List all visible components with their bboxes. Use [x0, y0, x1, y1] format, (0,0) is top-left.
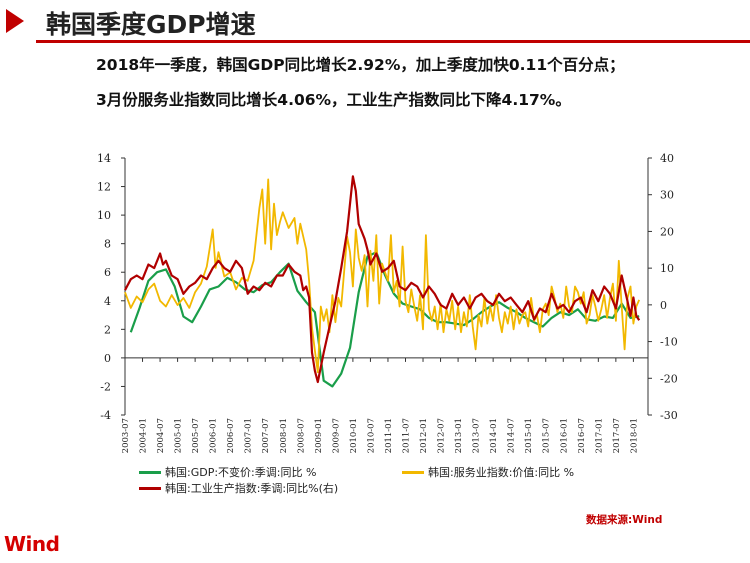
x-tick-label: 2016-01 [559, 418, 569, 453]
left-tick-label: -4 [100, 409, 111, 422]
x-tick-label: 2014-01 [489, 418, 499, 453]
title-bar: 韩国季度GDP增速 [0, 0, 750, 46]
left-tick-label: 14 [97, 152, 111, 165]
legend-swatch-services [402, 471, 424, 474]
left-tick-label: 4 [104, 295, 111, 308]
x-tick-label: 2004-07 [156, 418, 166, 453]
x-tick-label: 2005-01 [174, 418, 184, 453]
series-line-2 [124, 178, 641, 374]
x-tick-label: 2010-07 [366, 418, 376, 453]
series-line-1 [129, 251, 640, 388]
title-arrow-icon [6, 9, 24, 33]
x-tick-label: 2011-01 [384, 418, 394, 453]
summary-line-1: 2018年一季度，韩国GDP同比增长2.92%，加上季度加快0.11个百分点； [96, 56, 625, 74]
x-tick-label: 2006-01 [209, 418, 219, 453]
left-tick-label: 0 [104, 352, 111, 365]
x-tick-label: 2006-07 [226, 418, 236, 453]
legend-label-industry: 韩国:工业生产指数:季调:同比%(右) [165, 482, 339, 495]
series-line-3 [124, 175, 641, 384]
x-tick-label: 2010-01 [349, 418, 359, 453]
x-tick-label: 2007-01 [244, 418, 254, 453]
x-tick-label: 2008-01 [279, 418, 289, 453]
left-tick-label: -2 [100, 380, 111, 393]
x-tick-label: 2015-01 [524, 418, 534, 453]
right-tick-label: 30 [660, 189, 674, 202]
x-tick-label: 2014-07 [507, 418, 517, 453]
x-tick-label: 2005-07 [191, 418, 201, 453]
x-tick-label: 2013-01 [454, 418, 464, 453]
legend-swatch-industry [139, 487, 161, 490]
summary-line-2: 3月份服务业指数同比增长4.06%，工业生产指数同比下降4.17%。 [96, 91, 571, 109]
x-tick-label: 2017-07 [612, 418, 622, 453]
x-tick-label: 2003-07 [121, 418, 131, 453]
x-tick-label: 2018-01 [629, 418, 639, 453]
legend-label-services: 韩国:服务业指数:价值:同比 % [428, 466, 575, 479]
left-tick-label: 6 [104, 266, 111, 279]
left-tick-label: 8 [104, 238, 111, 251]
right-tick-label: 20 [660, 225, 674, 238]
x-tick-label: 2015-07 [542, 418, 552, 453]
source-note: 数据来源:Wind [586, 514, 663, 526]
x-tick-label: 2009-07 [331, 418, 341, 453]
x-tick-label: 2011-07 [401, 418, 411, 453]
legend-swatch-gdp [139, 471, 161, 474]
x-tick-label: 2016-07 [577, 418, 587, 453]
x-tick-label: 2007-07 [261, 418, 271, 453]
right-tick-label: -20 [660, 372, 678, 385]
right-tick-label: -10 [660, 336, 678, 349]
left-tick-label: 10 [97, 209, 111, 222]
x-tick-label: 2013-07 [472, 418, 482, 453]
x-tick-label: 2008-07 [296, 418, 306, 453]
left-tick-label: 2 [104, 323, 111, 336]
left-tick-label: 12 [97, 181, 111, 194]
right-tick-label: 40 [660, 152, 674, 165]
right-tick-label: 0 [660, 299, 667, 312]
right-tick-label: 10 [660, 262, 674, 275]
right-tick-label: -30 [660, 409, 678, 422]
x-tick-label: 2017-01 [594, 418, 604, 453]
legend-label-gdp: 韩国:GDP:不变价:季调:同比 % [165, 466, 317, 479]
wind-logo: Wind [4, 532, 60, 556]
x-tick-label: 2009-01 [314, 418, 324, 453]
x-tick-label: 2012-07 [437, 418, 447, 453]
x-tick-label: 2012-01 [419, 418, 429, 453]
title-divider [36, 40, 750, 43]
x-tick-label: 2004-01 [139, 418, 149, 453]
page-title: 韩国季度GDP增速 [46, 10, 256, 39]
